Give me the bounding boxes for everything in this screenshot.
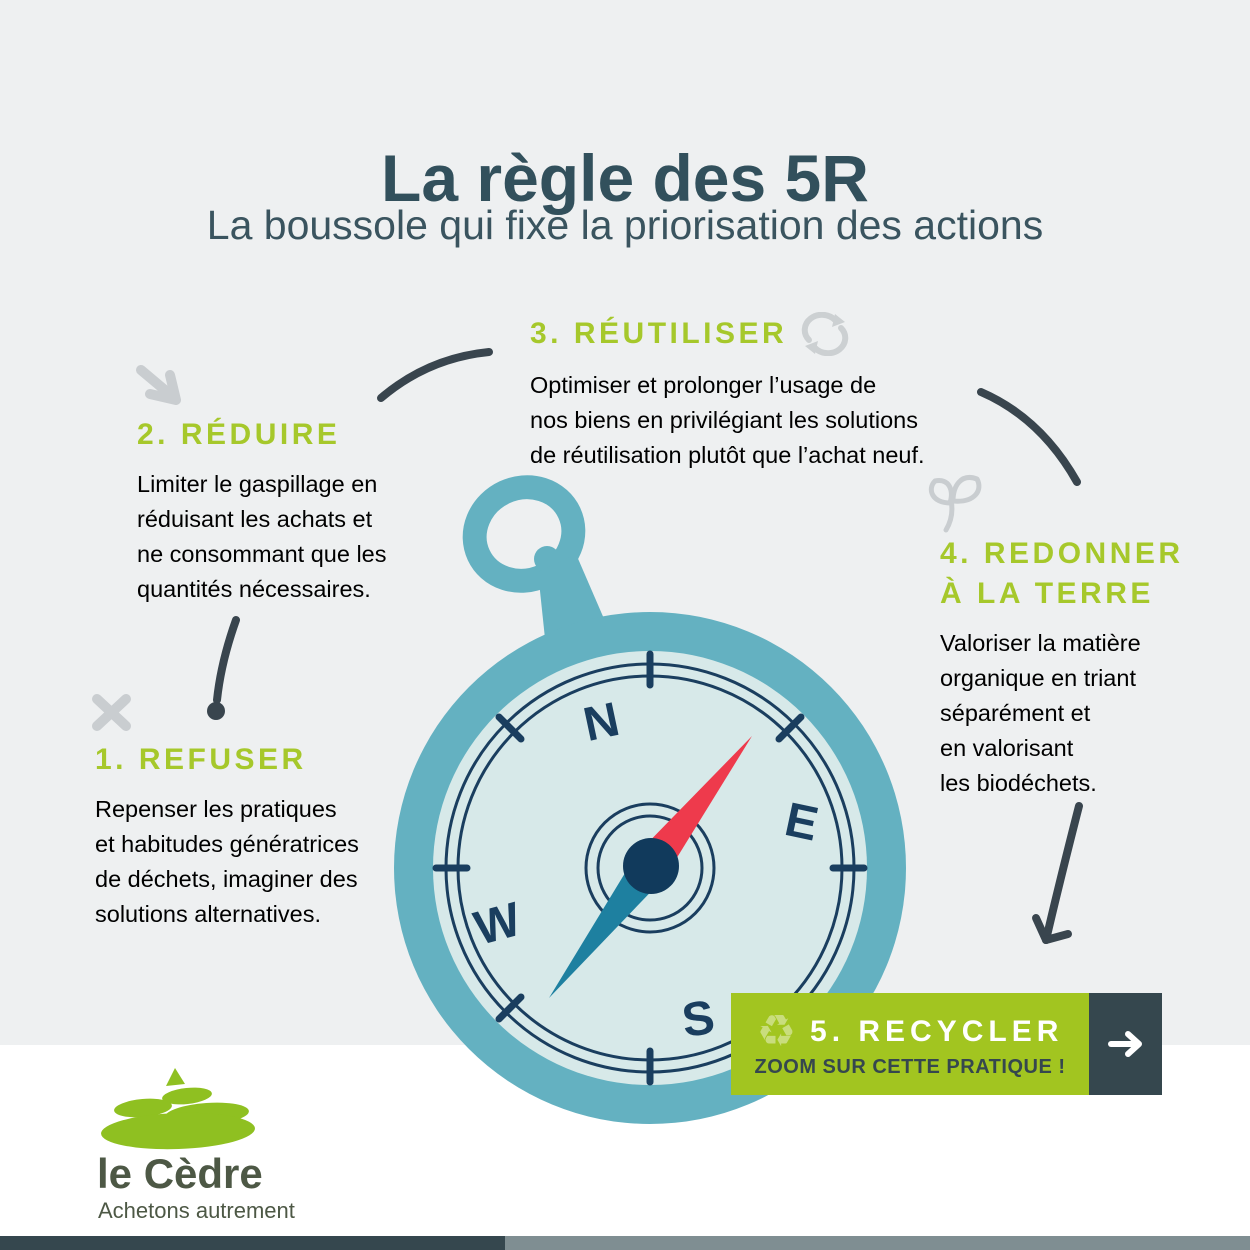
step-4-body: Valoriser la matière organique en triant… bbox=[940, 630, 1141, 796]
banner-arrow-button[interactable] bbox=[1089, 993, 1162, 1095]
step-3-heading: 3. RÉUTILISER bbox=[530, 317, 788, 350]
step-1-heading: 1. REFUSER bbox=[95, 743, 307, 776]
curve-arrowhead bbox=[1032, 914, 1050, 944]
step-1-refuser: 1. REFUSER Repenser les pratiques et hab… bbox=[95, 740, 359, 956]
arrow-right-icon bbox=[1107, 1031, 1142, 1057]
logo-tagline: Achetons autrement bbox=[98, 1198, 295, 1223]
curve-step4-to-step5 bbox=[1042, 802, 1083, 944]
page-title: La règle des 5R bbox=[381, 141, 869, 216]
sprout-icon bbox=[943, 497, 955, 533]
step-2-reduire: 2. RÉDUIRE Limiter le gaspillage en rédu… bbox=[137, 415, 387, 631]
needle-hub-ring-inner bbox=[596, 814, 704, 922]
step-4-heading: 4. REDONNER À LA TERRE bbox=[940, 537, 1184, 610]
recycle-banner[interactable]: ♻ 5. RECYCLER ZOOM SUR CETTE PRATIQUE ! bbox=[731, 993, 1089, 1095]
step-5-heading: 5. RECYCLER bbox=[810, 1014, 1064, 1048]
needle-north bbox=[636, 736, 752, 877]
x-icon bbox=[92, 694, 131, 731]
recycle-icon: ♻ bbox=[756, 1006, 797, 1056]
footer-strip-gray bbox=[505, 1236, 1250, 1250]
step-1-body: Repenser les pratiques et habitudes géné… bbox=[95, 796, 359, 927]
curve-end-dot bbox=[207, 702, 225, 720]
curve-step3-to-step4 bbox=[977, 388, 1081, 486]
step-3-reutiliser: 3. RÉUTILISER Optimiser et prolonger l’u… bbox=[530, 312, 925, 497]
needle-hub-ring-outer bbox=[584, 802, 716, 934]
compass-ring-nub bbox=[534, 546, 560, 572]
needle-hub bbox=[623, 838, 679, 894]
compass-letter-s: S bbox=[679, 991, 718, 1048]
compass-letter-e: E bbox=[780, 793, 822, 851]
needle-south bbox=[549, 855, 665, 998]
banner-cta-label: ZOOM SUR CETTE PRATIQUE ! bbox=[754, 1055, 1066, 1078]
arrow-down-right-icon bbox=[136, 365, 171, 396]
step-2-body: Limiter le gaspillage en réduisant les a… bbox=[137, 471, 387, 602]
reuse-arrows-icon bbox=[801, 312, 849, 356]
step-3-body: Optimiser et prolonger l’usage de nos bi… bbox=[530, 372, 925, 468]
compass-letter-w: W bbox=[469, 893, 527, 956]
sprout-icon bbox=[928, 478, 954, 506]
arrow-down-right-icon bbox=[145, 370, 181, 405]
curve-step2-to-step3 bbox=[377, 348, 493, 402]
compass-letter-n: N bbox=[579, 693, 624, 752]
footer-strip-dark bbox=[0, 1236, 505, 1250]
x-icon bbox=[92, 694, 131, 731]
page-subtitle: La boussole qui fixe la priorisation des… bbox=[206, 202, 1044, 248]
compass-stem bbox=[538, 554, 608, 648]
logo-name: le Cèdre bbox=[97, 1150, 263, 1197]
step-2-heading: 2. RÉDUIRE bbox=[137, 418, 341, 451]
sprout-icon bbox=[950, 475, 982, 504]
step-4-redonner: 4. REDONNER À LA TERRE Valoriser la mati… bbox=[940, 534, 1184, 825]
curve-step2-to-step1 bbox=[213, 616, 240, 704]
curve-arrowhead bbox=[1042, 930, 1072, 944]
